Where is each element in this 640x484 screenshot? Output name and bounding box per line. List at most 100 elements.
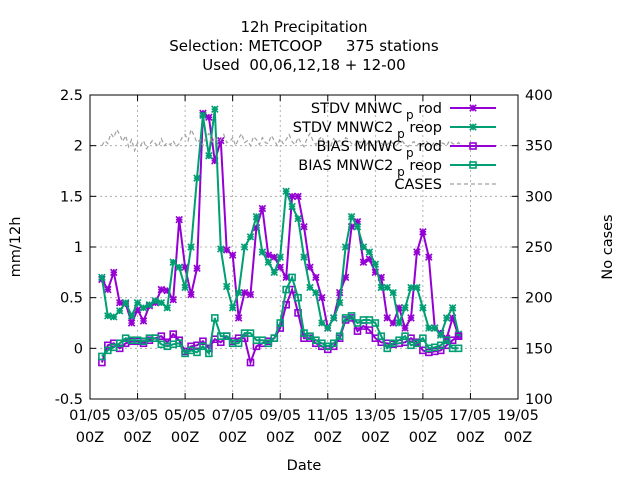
series-point [246,329,255,337]
series-point [127,319,136,327]
x-tick-label-date: 11/05 [307,408,349,424]
series-point [104,285,112,294]
x-tick-label-hour: 00Z [123,430,151,446]
legend-label-main: BIAS MNWC [316,139,402,155]
series-point [181,283,189,292]
series-point [193,264,201,273]
series-point [454,344,463,353]
series-point [312,273,320,282]
series-point [234,288,243,297]
y2-tick-label: 400 [525,88,553,104]
series-point [193,348,201,357]
series-point [365,326,374,334]
legend-label-subscript: p [393,165,404,179]
series-point [270,268,279,277]
y-tick-label: 0.5 [60,291,83,307]
series-point [425,253,433,261]
series-point [187,290,195,299]
series-point [389,319,397,327]
series-point [222,332,231,340]
series-point [169,330,178,338]
series-point [413,248,421,256]
series-point [205,113,213,122]
x-tick-label-hour: 00Z [314,430,342,446]
y-tick-label: 2 [74,139,83,155]
series-point [157,298,166,307]
series-point [127,312,136,320]
series-point [264,339,273,348]
series-point [335,298,344,307]
series-point [341,243,350,251]
x-tick-label-date: 17/05 [450,408,492,424]
series-point [442,336,451,345]
series-point [228,304,237,312]
x-axis-label: Date [287,458,322,474]
y2-tick-label: 250 [525,240,553,256]
x-tick-label-date: 15/05 [402,408,444,424]
series-point [258,204,267,213]
series-point [133,298,142,307]
legend-label: BIAS MNWC2 p reop [298,158,442,179]
series-point [312,288,320,297]
series-point [199,111,207,120]
series-point [335,332,344,340]
series-point [448,304,457,312]
series-point [270,253,279,261]
y-tick-label: 1 [74,240,83,256]
plot-frame [89,94,519,400]
series-point [145,300,154,309]
legend-label-main: STDV MNWC [311,101,402,117]
grid-lines [90,95,518,399]
legend-label-tail: rod [414,139,442,155]
x-tick-label-date: 01/05 [69,408,111,424]
series-point [109,343,118,352]
legend-swatch-marker [469,161,477,169]
x-tick-label-date: 09/05 [259,408,301,424]
chart-title-group: 12h Precipitation Selection: METCOOP 375… [169,18,439,74]
series-point [175,339,183,348]
series-point [288,192,296,201]
legend-label: BIAS MNWC p rod [316,139,442,160]
series-point [371,260,380,268]
legend-label-main: STDV MNWC2 [293,120,394,136]
series-point [436,341,445,350]
x-tick-label-date: 07/05 [212,408,254,424]
legend-swatch-marker [469,142,477,150]
series-point [270,334,279,343]
series-point [359,243,368,251]
series-point [276,319,285,327]
series-point [115,339,124,348]
series-point [347,312,356,320]
y-tick-label: -0.5 [55,392,83,408]
series-point [383,344,392,353]
x-tick-label-hour: 00Z [361,430,389,446]
series-point [211,105,219,113]
legend-label-tail: reop [405,120,442,136]
chart-title-line-2: Selection: METCOOP 375 stations [169,37,439,55]
series-point [359,258,368,266]
series-point [389,288,397,297]
series-point [98,273,106,282]
y2-tick-label: 300 [525,189,553,205]
x-tick-label-hour: 00Z [456,430,484,446]
series-point [431,324,439,332]
series-point [139,304,148,312]
y-tick-label: 1.5 [60,189,83,205]
series-point [306,263,314,272]
series-point [353,222,362,231]
series-point [163,304,172,312]
legend-label-subscript: p [393,127,404,141]
series-point [222,282,231,291]
y-tick-label: 2.5 [60,88,83,104]
legend-label-tail: rod [414,101,442,117]
series-point [240,243,249,251]
series-point [419,304,427,312]
x-tick-label-hour: 00Z [76,430,104,446]
x-tick-label-hour: 00Z [504,430,532,446]
series-point [413,339,421,348]
legend-label-tail: reop [405,158,442,174]
y2-tick-label: 350 [525,139,553,155]
legend-entry-4: CASES [394,177,496,193]
legend-label-main: BIAS MNWC2 [298,158,393,174]
